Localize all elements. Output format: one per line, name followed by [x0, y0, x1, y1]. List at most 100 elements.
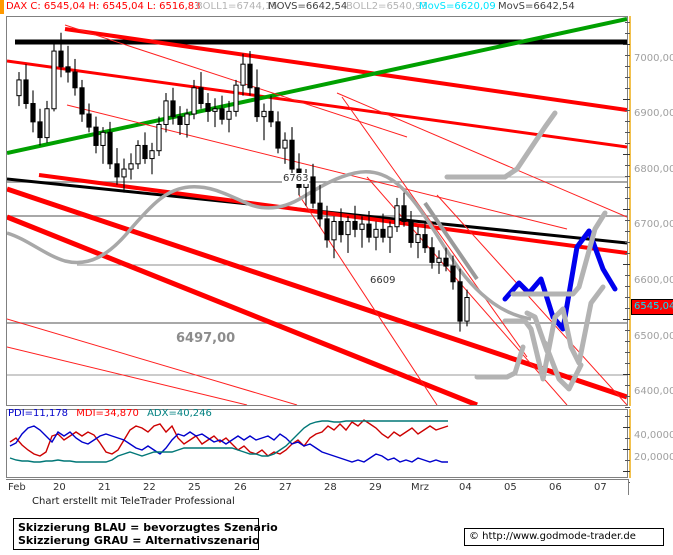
candle-body [170, 100, 176, 118]
dmi-header: PDI=11,178 MDI=34,870 ADX=40,246 [8, 408, 212, 419]
candle-body [394, 205, 400, 228]
price-axis-tick [625, 176, 630, 177]
candle-body [324, 218, 330, 241]
candle-body [401, 205, 407, 222]
price-axis-tick [625, 396, 630, 397]
candle-body [443, 257, 449, 267]
candle-body [373, 228, 379, 238]
candle-body [128, 163, 134, 170]
candle-body [359, 223, 365, 230]
candle-body [51, 50, 57, 110]
date-label-13: 07 [594, 482, 607, 493]
price-axis-tick [625, 363, 630, 364]
movs-value-2: MovS=6642,54 [498, 1, 575, 12]
candle-body [100, 131, 106, 146]
price-axis-tick [625, 231, 630, 232]
price-axis-tick [625, 77, 630, 78]
level-label-6609: 6609 [369, 275, 397, 286]
adx-line [9, 420, 448, 463]
boll2-value: BOLL2=6540,93 [346, 1, 428, 12]
candle-body [79, 87, 85, 115]
price-axis-tick [625, 286, 630, 287]
candle-body [72, 71, 78, 89]
candle-body [247, 63, 253, 89]
price-axis-tick [625, 242, 630, 243]
candle-body [415, 234, 421, 243]
candle-body [86, 113, 92, 128]
dmi-axis-tick [625, 416, 630, 417]
candle-body [268, 110, 274, 123]
dmi-axis-tick [625, 438, 630, 439]
scenario-grey-connector-path [524, 310, 550, 354]
price-axis-tick [625, 110, 630, 111]
price-axis-tick [625, 121, 630, 122]
price-chart-panel[interactable]: 6763 6609 6497,00 [6, 16, 628, 406]
moving-average-line [7, 170, 532, 321]
date-label-1: 20 [53, 482, 66, 493]
candle-body [212, 108, 218, 112]
scenario-grey-shelf-path [474, 344, 526, 380]
candle-body [142, 144, 148, 160]
dmi-chart-panel[interactable] [6, 409, 628, 478]
scenario-blue-path [502, 228, 618, 332]
candle-body [436, 257, 442, 263]
dmi-axis-tick [623, 449, 630, 450]
candle-body [450, 265, 456, 283]
date-label-8: 29 [369, 482, 382, 493]
copyright-text: © http://www.godmode-trader.de [469, 531, 636, 542]
candle-body [310, 176, 316, 204]
date-label-9: Mrz [411, 482, 429, 493]
horizontal-level-lines [7, 176, 627, 376]
price-axis-tick [625, 297, 630, 298]
copyright-box: © http://www.godmode-trader.de [464, 528, 664, 546]
price-axis-tick [625, 253, 630, 254]
candle-body [135, 144, 141, 165]
price-chart-canvas [7, 17, 627, 405]
scenario-grey-top-path [444, 110, 558, 180]
price-axis-tick [625, 275, 630, 276]
date-label-10: 04 [459, 482, 472, 493]
candle-body [233, 84, 239, 112]
scenario-legend-box: Skizzierung BLAU = bevorzugtes Szenario … [13, 518, 278, 550]
price-axis-tick [625, 352, 630, 353]
date-axis[interactable]: Feb 20 21 22 25 26 27 28 29 Mrz 04 05 06… [6, 479, 628, 496]
dmi-chart-canvas [9, 419, 449, 463]
candle-body [317, 202, 323, 220]
price-axis-tick [625, 132, 630, 133]
price-axis-tick [623, 154, 630, 155]
dmi-axis-label-1: 20,0000 [634, 452, 673, 463]
scenario-grey-lower-path [542, 340, 584, 392]
dmi-axis-tick [625, 460, 630, 461]
price-axis-tick [625, 407, 630, 408]
price-axis-tick [625, 198, 630, 199]
movs-highlight-value: MovS=6620,09 [419, 1, 496, 12]
price-axis-tick [625, 88, 630, 89]
price-axis-tick [625, 308, 630, 309]
level-label-6497: 6497,00 [176, 331, 236, 346]
candle-body [44, 108, 50, 139]
candle-body [23, 79, 29, 105]
dmi-axis-line [629, 409, 631, 478]
header-accent-bar [0, 0, 4, 14]
red-trend-channel [7, 27, 627, 405]
price-axis-tick [623, 319, 630, 320]
dmi-axis-label-0: 40,0000 [634, 430, 673, 441]
price-axis-tick [625, 55, 630, 56]
candle-body [226, 110, 232, 120]
candle-body [366, 223, 372, 238]
price-axis[interactable]: 7000,00 6900,00 6800,00 6700,00 6600,00 … [623, 16, 673, 483]
price-axis-label-6: 6400,00 [634, 386, 673, 397]
candle-body [387, 226, 393, 238]
date-label-6: 27 [279, 482, 292, 493]
date-label-0: Feb [8, 482, 26, 493]
price-axis-label-1: 6900,00 [634, 108, 673, 119]
candle-body [205, 103, 211, 112]
candle-body [30, 103, 36, 123]
candle-body [177, 116, 183, 125]
candle-body [345, 220, 351, 236]
candle-body [289, 139, 295, 170]
price-axis-tick [623, 374, 630, 375]
price-axis-tick [623, 44, 630, 45]
pdi-value: PDI=11,178 [8, 408, 69, 419]
